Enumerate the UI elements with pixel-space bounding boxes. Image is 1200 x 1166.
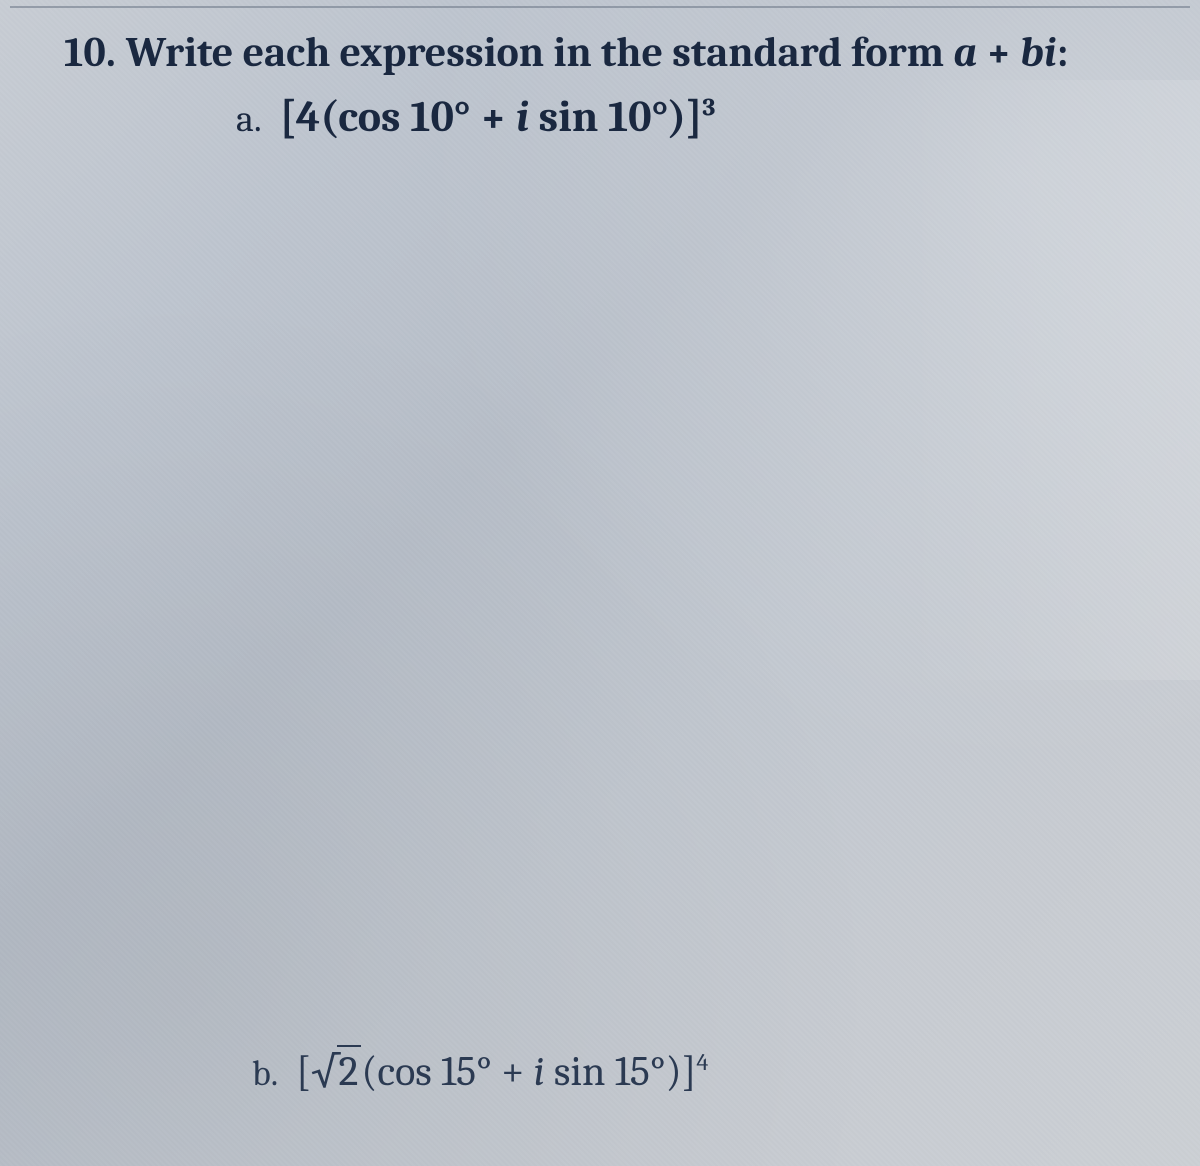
a-i: i — [516, 91, 529, 142]
question-line: 10. Write each expression in the standar… — [64, 28, 1160, 77]
question-prompt: Write each expression in the standard fo… — [126, 28, 1068, 77]
b-sqrt: √2 — [311, 1046, 362, 1096]
b-rparen: ) — [666, 1047, 682, 1096]
prompt-plus: + — [977, 28, 1020, 77]
prompt-prefix: Write each expression in the standard fo… — [126, 28, 953, 77]
b-radicand: 2 — [337, 1045, 362, 1096]
a-cos: cos — [338, 91, 400, 142]
part-b-expression: [√2(cos 15° + i sin 15°)]4 — [296, 1046, 708, 1096]
a-plus: + — [471, 91, 516, 142]
b-sin: sin — [545, 1047, 606, 1096]
a-angle1: 10° — [401, 91, 471, 142]
a-modulus: 4 — [296, 91, 320, 142]
a-rparen: ) — [668, 91, 686, 142]
b-angle2: 15° — [605, 1047, 665, 1096]
prompt-var-a: a — [953, 28, 977, 77]
b-angle1: 15° — [432, 1047, 492, 1096]
b-i: i — [534, 1047, 545, 1096]
a-angle2: 10° — [598, 91, 668, 142]
prompt-var-bi: bi — [1020, 28, 1056, 77]
b-lparen: ( — [361, 1047, 377, 1096]
b-close-bracket: ] — [682, 1047, 697, 1096]
part-b-row: b. [√2(cos 15° + i sin 15°)]4 — [252, 1046, 708, 1096]
question-number: 10. — [64, 28, 116, 77]
b-open-bracket: [ — [296, 1047, 311, 1096]
b-plus: + — [492, 1047, 534, 1096]
a-exponent: 3 — [702, 93, 715, 122]
a-lparen: ( — [320, 91, 338, 142]
a-close-bracket: ] — [686, 91, 702, 142]
part-a-label: a. — [236, 97, 262, 141]
part-a-row: a. [4(cos 10° + i sin 10°)]3 — [236, 91, 1160, 142]
a-open-bracket: [ — [280, 91, 296, 142]
b-cos: cos — [377, 1047, 431, 1096]
part-b-label: b. — [252, 1053, 278, 1094]
page-content: 10. Write each expression in the standar… — [0, 0, 1200, 182]
part-a-expression: [4(cos 10° + i sin 10°)]3 — [280, 91, 716, 142]
b-surd: √ — [311, 1047, 340, 1097]
b-exponent: 4 — [696, 1049, 708, 1077]
a-sin: sin — [529, 91, 598, 142]
prompt-suffix: : — [1056, 28, 1068, 77]
